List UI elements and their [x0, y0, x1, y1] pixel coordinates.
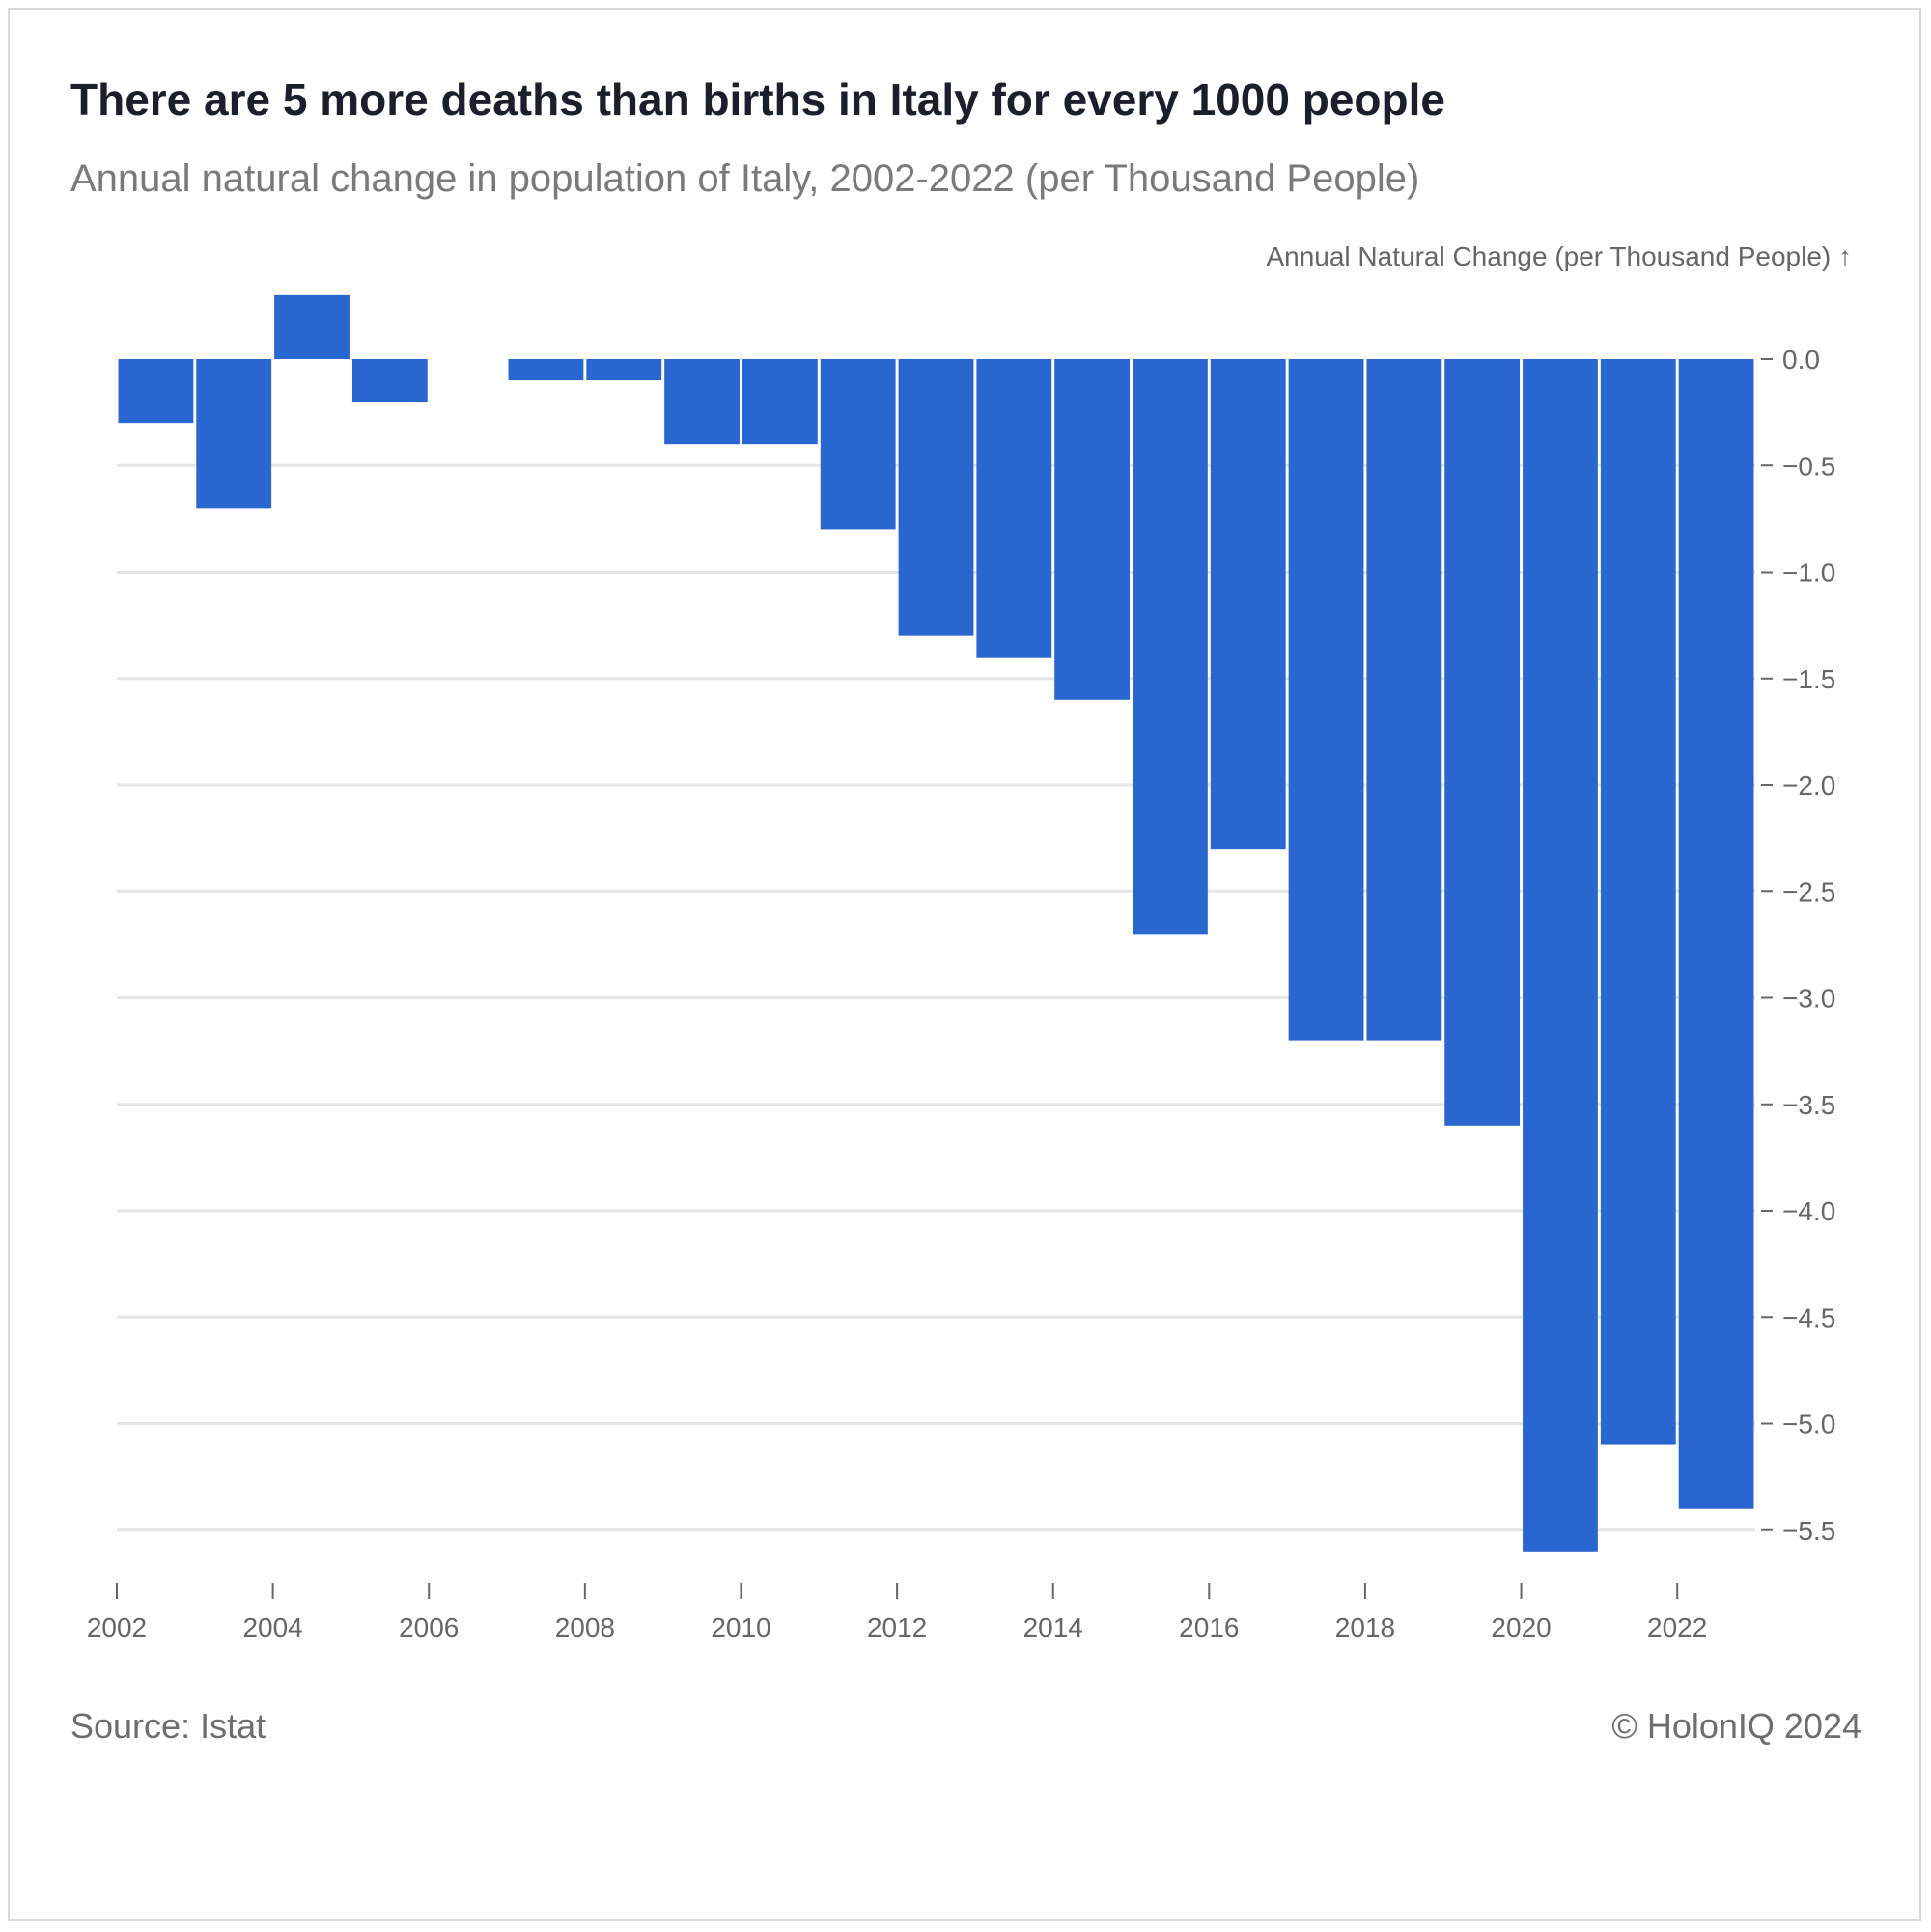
y-tick-label: −4.5 — [1782, 1302, 1835, 1332]
y-tick-label: −5.0 — [1782, 1410, 1835, 1440]
y-tick-label: −3.5 — [1782, 1090, 1835, 1120]
chart-subtitle: Annual natural change in population of I… — [70, 157, 1420, 200]
chart-title: There are 5 more deaths than births in I… — [70, 74, 1445, 125]
y-tick-label: −0.5 — [1782, 451, 1835, 481]
x-tick-label: 2012 — [867, 1612, 927, 1642]
bar-2014 — [1054, 359, 1131, 700]
bar-2005 — [351, 359, 428, 403]
y-tick-label: −1.0 — [1782, 558, 1835, 588]
x-axis: 2002 2004 2006 2008 2010 2012 2014 2016 2018 2020… — [87, 1583, 1707, 1642]
y-tick-label: −1.5 — [1782, 664, 1835, 694]
bars — [118, 294, 1754, 1552]
bar-2016 — [1210, 359, 1286, 850]
bar-2012 — [898, 359, 974, 636]
y-axis-title: Annual Natural Change (per Thousand Peop… — [1266, 241, 1852, 271]
bar-2022 — [1678, 359, 1754, 1509]
y-tick-label: 0.0 — [1782, 345, 1820, 375]
x-tick-label: 2008 — [555, 1612, 615, 1642]
x-tick-label: 2020 — [1491, 1612, 1551, 1642]
bar-2003 — [196, 359, 272, 509]
x-tick-label: 2002 — [87, 1612, 147, 1642]
bar-2002 — [118, 359, 194, 424]
y-tick-label: −2.5 — [1782, 877, 1835, 907]
x-tick-label: 2004 — [242, 1612, 302, 1642]
bar-2019 — [1444, 359, 1521, 1126]
x-tick-label: 2018 — [1335, 1612, 1395, 1642]
y-tick-label: −4.0 — [1782, 1196, 1835, 1226]
y-tick-label: −2.0 — [1782, 770, 1835, 800]
bar-2013 — [976, 359, 1052, 658]
y-axis: 0.0 −0.5 −1.0 −1.5 −2.0 −2.5 −3.0 −3.5 −4.0 −4.5 −… — [1761, 345, 1835, 1546]
x-tick-label: 2014 — [1023, 1612, 1083, 1642]
bar-2021 — [1600, 359, 1676, 1445]
x-tick-label: 2016 — [1179, 1612, 1239, 1642]
x-tick-label: 2006 — [399, 1612, 459, 1642]
bar-2008 — [586, 359, 662, 381]
bar-2018 — [1366, 359, 1442, 1041]
bar-2017 — [1288, 359, 1364, 1041]
source-note: Source: Istat — [70, 1706, 266, 1746]
bar-2007 — [508, 359, 584, 381]
bar-2004 — [274, 294, 350, 359]
x-tick-label: 2022 — [1647, 1612, 1707, 1642]
y-tick-label: −5.5 — [1782, 1516, 1835, 1546]
bar-2015 — [1133, 359, 1208, 935]
x-tick-label: 2010 — [711, 1612, 770, 1642]
bar-2009 — [664, 359, 740, 445]
copyright-note: © HolonIQ 2024 — [1611, 1706, 1861, 1746]
bar-2011 — [820, 359, 896, 530]
bar-2010 — [742, 359, 818, 445]
y-tick-label: −3.0 — [1782, 984, 1835, 1014]
bar-2020 — [1523, 359, 1598, 1552]
